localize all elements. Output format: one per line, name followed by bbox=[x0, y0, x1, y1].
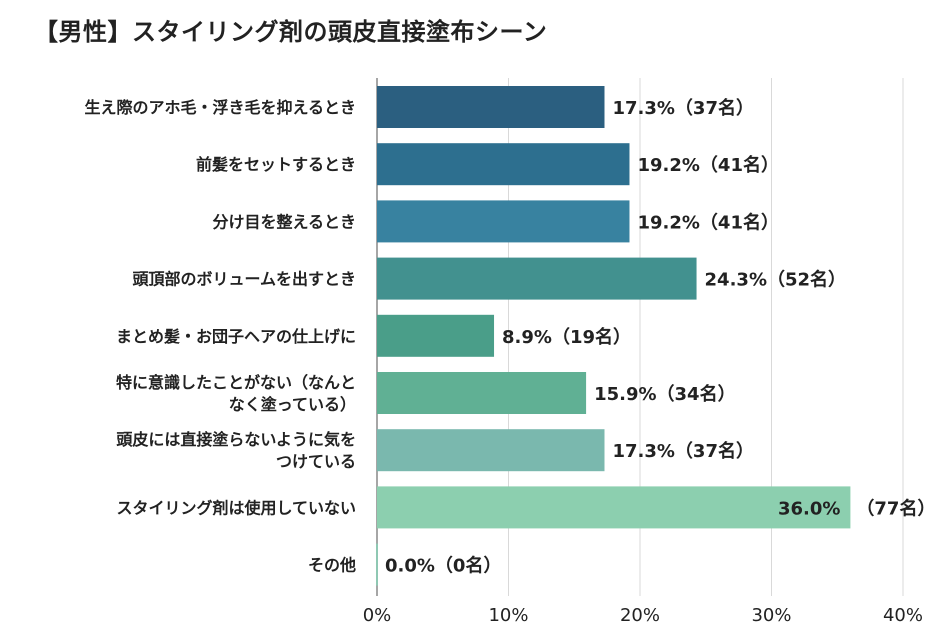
bars bbox=[376, 86, 851, 586]
x-tick-label: 30% bbox=[751, 605, 791, 626]
bar bbox=[377, 314, 495, 357]
category-label-line: その他 bbox=[308, 556, 356, 575]
category-label: 頭皮には直接塗らないように気をつけている bbox=[116, 430, 356, 471]
bar-zero-marker bbox=[376, 543, 378, 586]
category-label-line: 頭皮には直接塗らないように気を bbox=[116, 430, 356, 449]
category-label-line: つけている bbox=[276, 452, 356, 471]
bar bbox=[377, 429, 605, 472]
value-label: 24.3%（52名） bbox=[705, 269, 847, 291]
x-tick-label: 10% bbox=[488, 605, 528, 626]
category-label: 生え際のアホ毛・浮き毛を抑えるとき bbox=[84, 98, 356, 117]
category-label: スタイリング剤は使用していない bbox=[116, 498, 356, 517]
value-label: 36.0% bbox=[778, 498, 840, 519]
value-label: 17.3%（37名） bbox=[612, 440, 754, 462]
value-label: 8.9%（19名） bbox=[502, 326, 631, 348]
bar bbox=[377, 486, 851, 529]
category-label: まとめ髪・お団子ヘアの仕上げに bbox=[116, 327, 356, 346]
value-label: 17.3%（37名） bbox=[612, 97, 754, 119]
value-label: 15.9%（34名） bbox=[594, 383, 736, 405]
value-label-count: （77名） bbox=[856, 497, 935, 519]
category-label-line: 前髪をセットするとき bbox=[196, 155, 356, 174]
bar bbox=[377, 257, 697, 300]
category-label-line: 頭頂部のボリュームを出すとき bbox=[132, 270, 356, 289]
x-axis-ticks: 0% 10% 20% 30% 40% bbox=[363, 605, 923, 626]
category-label-line: まとめ髪・お団子ヘアの仕上げに bbox=[116, 327, 356, 346]
category-label: その他 bbox=[308, 556, 356, 575]
value-labels: 17.3%（37名） 19.2%（41名） 19.2%（41名） 24.3%（52名）… bbox=[385, 97, 935, 577]
bar bbox=[377, 143, 630, 186]
category-labels: 生え際のアホ毛・浮き毛を抑えるとき前髪をセットするとき分け目を整えるとき頭頂部の… bbox=[84, 98, 356, 575]
value-label: 19.2%（41名） bbox=[637, 154, 779, 176]
category-label-line: 分け目を整えるとき bbox=[212, 212, 356, 231]
category-label: 頭頂部のボリュームを出すとき bbox=[132, 270, 356, 289]
category-label-line: スタイリング剤は使用していない bbox=[116, 498, 356, 517]
category-label: 前髪をセットするとき bbox=[196, 155, 356, 174]
value-label: 19.2%（41名） bbox=[637, 211, 779, 233]
bar bbox=[377, 86, 605, 128]
category-label-line: 生え際のアホ毛・浮き毛を抑えるとき bbox=[84, 98, 356, 117]
x-tick-label: 20% bbox=[620, 605, 660, 626]
category-label-line: なく塗っている） bbox=[229, 395, 356, 414]
category-label: 特に意識したことがない（なんとなく塗っている） bbox=[116, 373, 356, 414]
category-label-line: 特に意識したことがない（なんと bbox=[116, 373, 356, 392]
bar bbox=[377, 372, 587, 414]
value-label: 0.0%（0名） bbox=[385, 555, 501, 577]
category-label: 分け目を整えるとき bbox=[212, 212, 356, 231]
bar bbox=[377, 200, 630, 243]
x-tick-label: 0% bbox=[363, 605, 392, 626]
chart-title: 【男性】スタイリング剤の頭皮直接塗布シーン bbox=[34, 18, 548, 46]
x-tick-label: 40% bbox=[883, 605, 923, 626]
